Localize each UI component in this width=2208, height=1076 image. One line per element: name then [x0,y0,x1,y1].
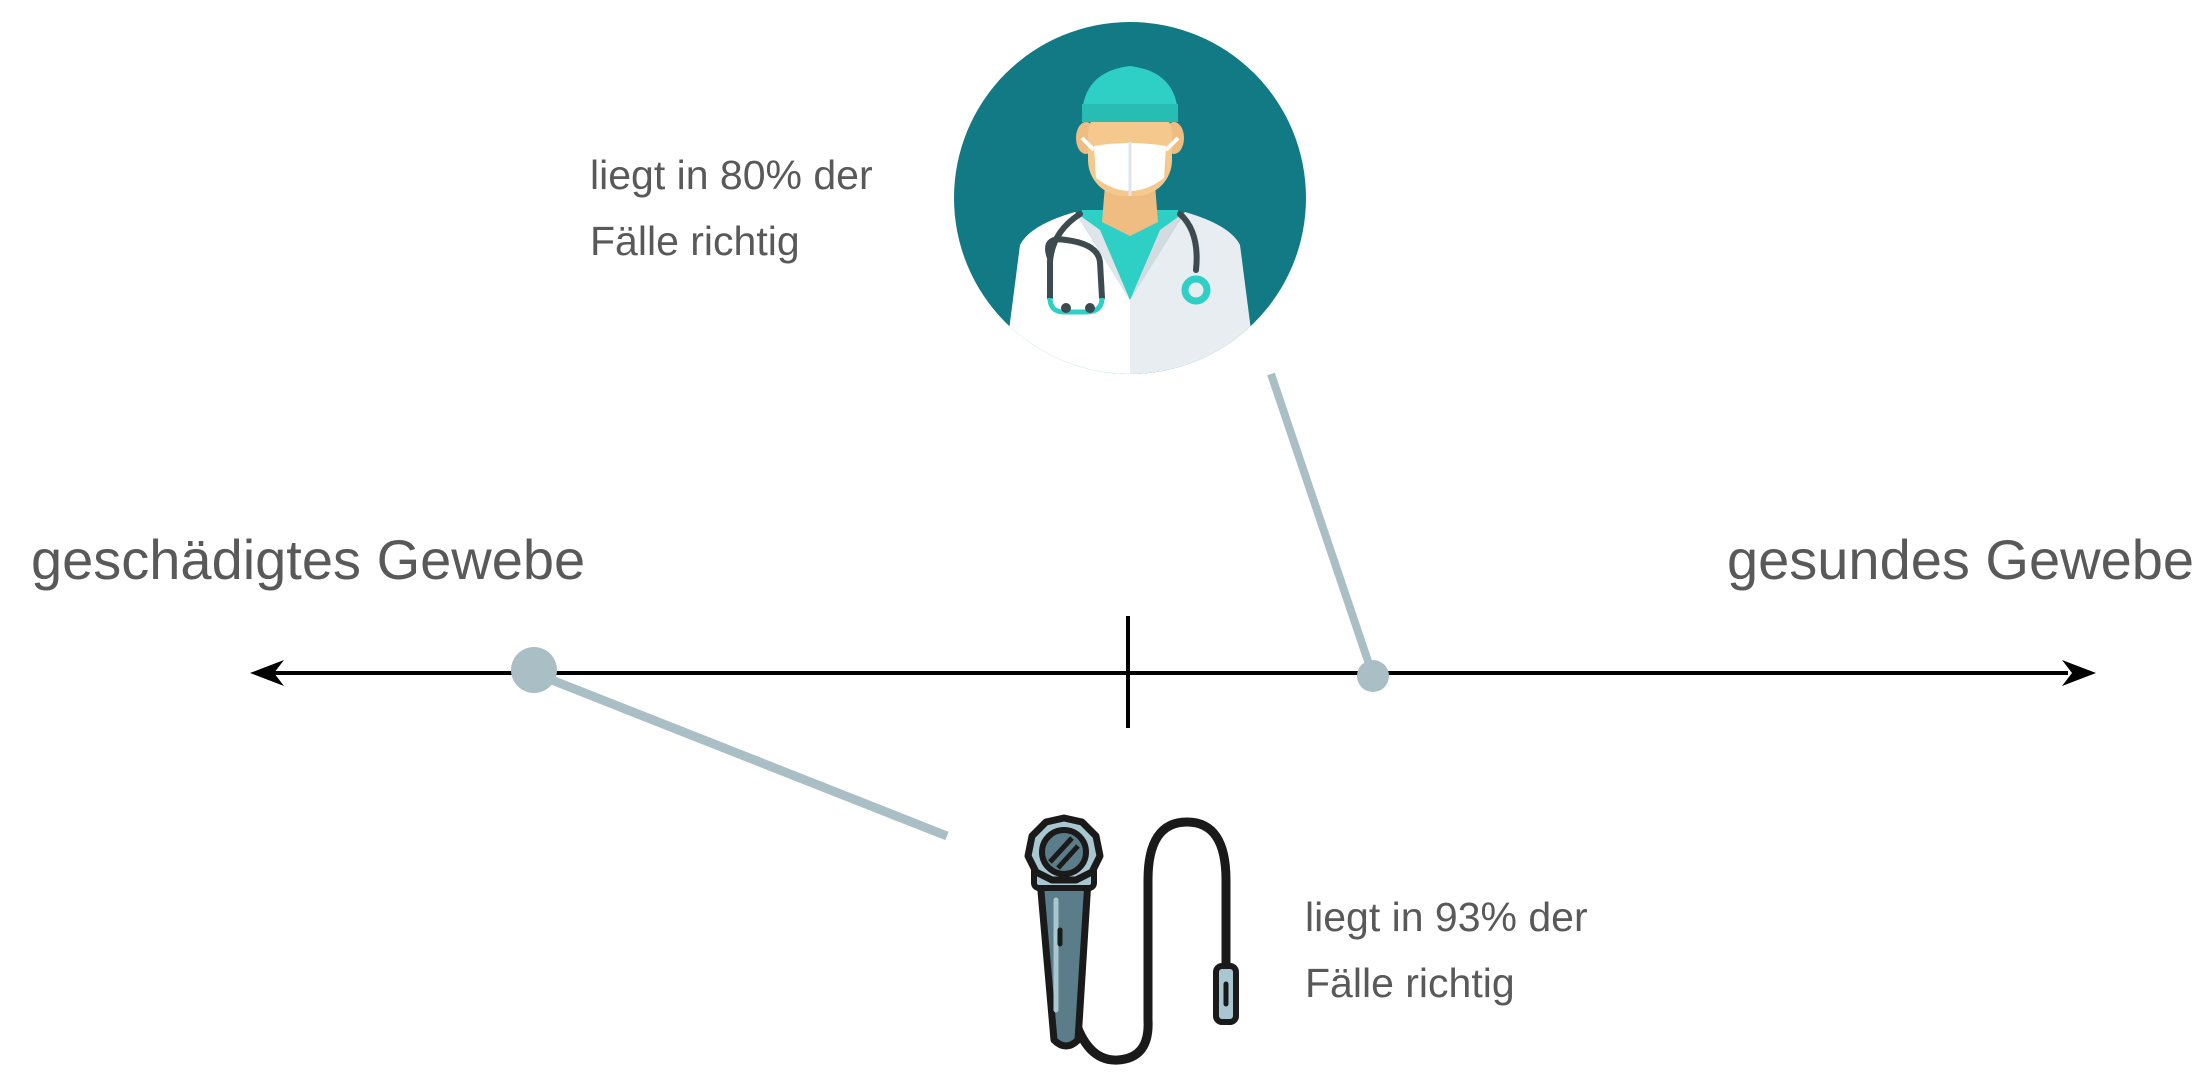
doctor-accuracy-note: liegt in 80% der Fälle richtig [590,142,873,274]
doctor-note-line2: Fälle richtig [590,218,800,264]
endoscope-icon [1024,814,1239,1065]
endoscope-accuracy-note: liegt in 93% der Fälle richtig [1305,884,1588,1016]
doctor-connector [1267,372,1377,678]
endoscope-connector [532,668,949,841]
axis-arrow-left [250,660,284,686]
doctor-note-line1: liegt in 80% der [590,152,873,198]
axis-left-label: geschädigtes Gewebe [31,528,586,591]
endoscope-note-line2: Fälle richtig [1305,960,1515,1006]
doctor-icon [954,22,1306,374]
axis-right-label: gesundes Gewebe [1727,528,2195,591]
axis-arrow-right [2062,660,2096,686]
endoscope-note-line1: liegt in 93% der [1305,894,1588,940]
tissue-axis [250,616,2096,728]
endoscope-axis-marker [511,647,557,693]
doctor-axis-marker [1357,660,1389,692]
